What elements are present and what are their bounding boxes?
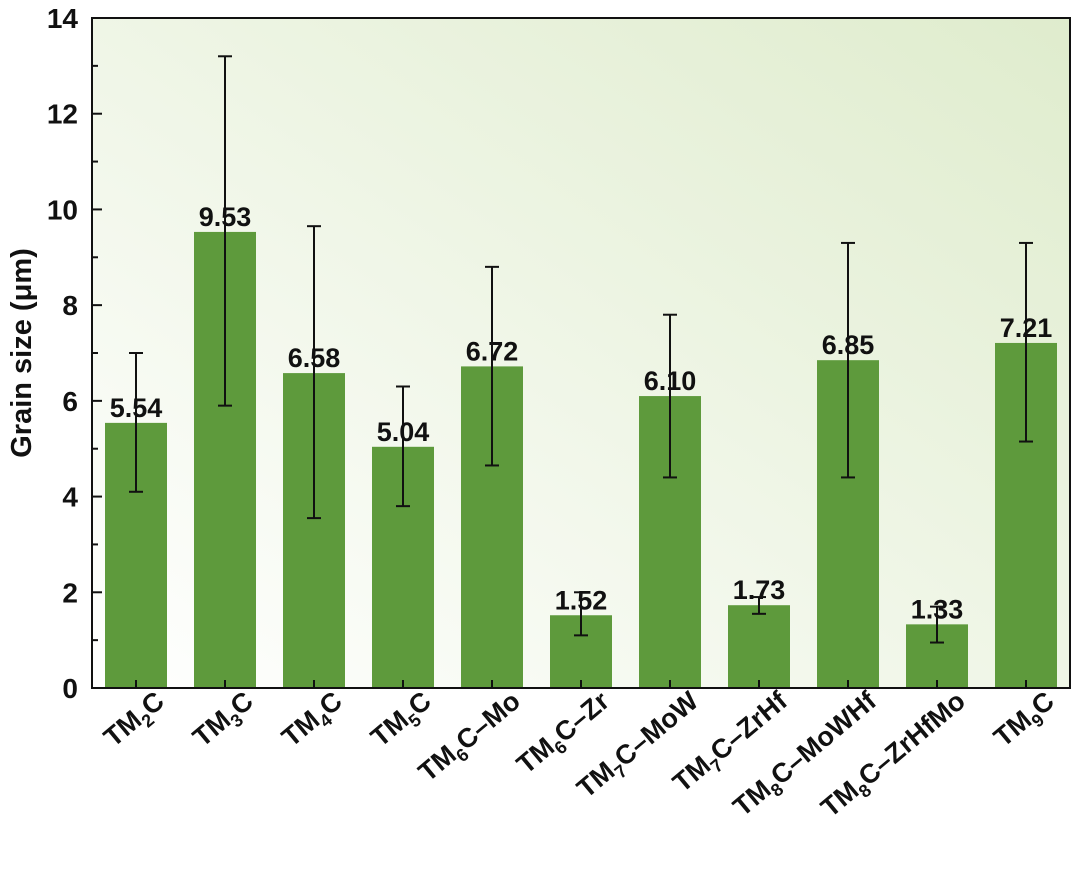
error-bar-1 — [129, 352, 143, 493]
error-bar-10 — [930, 605, 944, 644]
bar-value-label-3: 6.58 — [288, 343, 341, 373]
bar-value-label-11: 7.21 — [1000, 313, 1053, 343]
value-labels-layer: 5.54 9.53 6.58 5.04 6.72 1.52 6.10 1.73 6.85 1.33… — [110, 202, 1053, 624]
y-tick-label: 2 — [62, 577, 78, 608]
bar-8 — [728, 605, 790, 688]
error-bar-11 — [1019, 241, 1033, 443]
x-tick-label-2: TM3C — [187, 686, 262, 757]
bar-value-label-9: 6.85 — [822, 330, 875, 360]
error-bar-8 — [752, 596, 766, 615]
y-tick-label: 12 — [47, 99, 78, 130]
bar-value-label-5: 6.72 — [466, 336, 519, 366]
y-axis-label: Grain size (μm) — [6, 248, 38, 458]
bar-value-label-7: 6.10 — [644, 366, 697, 396]
error-bar-9 — [841, 241, 855, 479]
y-axis: 0 2 4 6 8 10 12 14 — [47, 3, 102, 704]
error-bar-7 — [663, 313, 677, 479]
y-tick-label: 4 — [62, 482, 78, 513]
error-bars-layer — [129, 55, 1033, 644]
bar-value-label-10: 1.33 — [911, 594, 964, 624]
bar-value-label-4: 5.04 — [377, 417, 430, 447]
y-tick-label: 0 — [62, 673, 78, 704]
error-bar-6 — [574, 591, 588, 637]
x-tick-label-4: TM5C — [365, 686, 440, 757]
error-bar-4 — [396, 385, 410, 508]
bar-value-label-1: 5.54 — [110, 393, 163, 423]
x-tick-label-11: TM9C — [988, 686, 1063, 757]
error-bar-3 — [307, 225, 321, 520]
y-tick-label: 8 — [62, 290, 78, 321]
x-tick-label-3: TM4C — [276, 686, 351, 757]
error-bar-5 — [485, 265, 499, 467]
y-tick-label: 14 — [47, 3, 79, 34]
bar-value-label-8: 1.73 — [733, 575, 786, 605]
bar-value-label-2: 9.53 — [199, 202, 252, 232]
error-bar-2 — [218, 55, 232, 407]
bar-value-label-6: 1.52 — [555, 585, 608, 615]
y-tick-label: 6 — [62, 386, 78, 417]
y-tick-label: 10 — [47, 194, 78, 225]
x-tick-label-1: TM2C — [98, 686, 173, 757]
x-axis: TM2CTM3CTM4CTM5CTM6C–MoTM6C–ZrTM7C–MoWTM… — [98, 680, 1063, 823]
